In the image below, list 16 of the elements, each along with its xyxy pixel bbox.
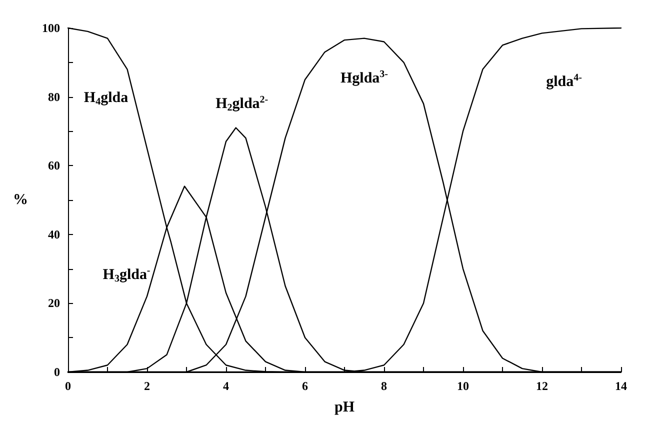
x-tick-label: 10: [457, 379, 469, 393]
x-tick-label: 12: [536, 379, 548, 393]
y-tick-label: 100: [42, 21, 60, 35]
y-tick-label: 40: [48, 227, 60, 242]
y-tick-label: 60: [48, 158, 60, 173]
x-axis-title: pH: [334, 400, 355, 416]
y-tick-label: 20: [48, 296, 60, 310]
x-tick-label: 4: [223, 379, 229, 393]
x-tick-label: 0: [65, 379, 71, 393]
x-tick-label: 2: [144, 379, 150, 393]
y-tick-label: 0: [54, 365, 60, 379]
x-tick-label: 6: [302, 379, 308, 393]
x-tick-label: 8: [381, 379, 387, 393]
y-axis-title: %: [13, 192, 28, 208]
x-tick-label: 14: [615, 379, 627, 393]
y-tick-label: 80: [48, 90, 60, 104]
